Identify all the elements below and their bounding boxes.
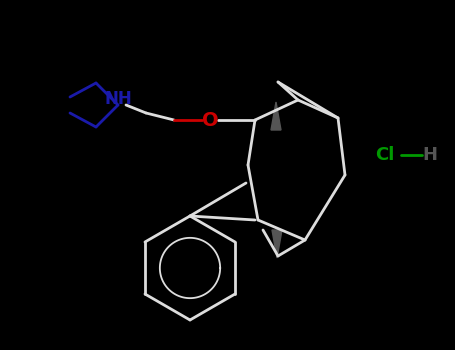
Polygon shape — [272, 230, 282, 258]
Polygon shape — [271, 102, 281, 130]
Text: O: O — [202, 111, 218, 130]
Text: Cl: Cl — [375, 146, 394, 164]
Text: NH: NH — [104, 90, 132, 108]
Text: H: H — [423, 146, 438, 164]
